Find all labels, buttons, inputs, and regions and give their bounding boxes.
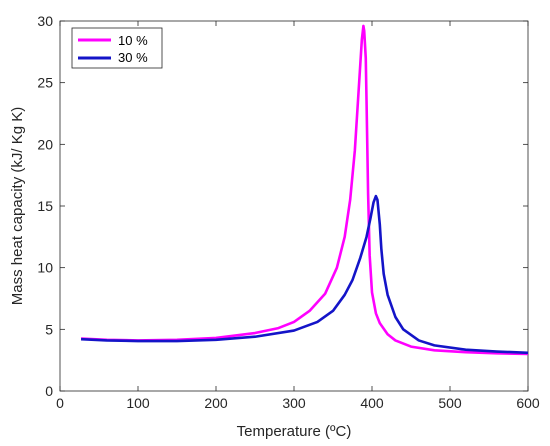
legend-box: [71, 27, 163, 69]
series-line-10-percent: [80, 24, 529, 356]
x-axis-label: Temperature (ºC): [237, 423, 352, 440]
x-tick-label: 300: [282, 395, 306, 411]
legend: 10 % 30 %: [71, 27, 163, 69]
x-tick-label: 500: [438, 395, 462, 411]
y-tick-label: 10: [37, 260, 53, 276]
legend-label-30: 30 %: [118, 50, 148, 65]
y-tick-label: 30: [37, 13, 53, 29]
x-tick-label: 200: [204, 395, 228, 411]
y-tick-label: 20: [37, 136, 53, 152]
x-tick-label: 600: [516, 395, 540, 411]
y-tick-label: 5: [45, 321, 53, 337]
series-lines: [80, 24, 529, 356]
y-tick-label: 15: [37, 198, 53, 214]
y-tick-label: 25: [37, 75, 53, 91]
x-tick-label: 0: [56, 395, 64, 411]
y-tick-label: 0: [45, 383, 53, 399]
x-tick-label: 100: [126, 395, 150, 411]
y-axis-ticks: 0 5 10 15 20 25 30: [37, 13, 528, 399]
y-axis-label: Mass heat capacity (kJ/ Kg K): [9, 107, 26, 305]
legend-label-10: 10 %: [118, 33, 148, 48]
x-tick-label: 400: [360, 395, 384, 411]
series-line-30-percent: [80, 194, 529, 355]
x-axis-ticks: 0 100 200 300 400 500 600: [56, 21, 540, 411]
plot-area: [59, 20, 529, 392]
